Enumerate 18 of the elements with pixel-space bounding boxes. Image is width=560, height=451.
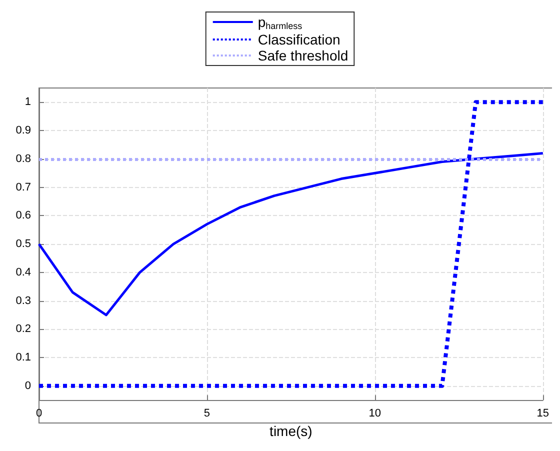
y-tick-label: 0.9: [16, 124, 31, 137]
y-tick-label: 0.4: [16, 266, 31, 278]
legend-label: Safe threshold: [258, 48, 348, 64]
x-tick-label: 10: [368, 408, 382, 420]
y-tick-label: 0.6: [16, 210, 31, 222]
x-tick-label: 0: [36, 408, 42, 420]
y-tick-label: 0.3: [16, 294, 31, 307]
y-tick-label: 0.1: [16, 352, 31, 364]
y-tick-label: 0.5: [16, 238, 31, 250]
x-axis-title: time(s): [270, 423, 312, 439]
y-tick-label: 0.8: [16, 152, 31, 165]
y-tick-label: 0.2: [16, 323, 31, 336]
x-tick-label: 5: [204, 408, 210, 420]
y-tick-label: 0.7: [16, 181, 31, 194]
y-tick-label: 0: [24, 380, 31, 392]
x-tick-label: 15: [536, 408, 550, 420]
legend-label: Classification: [258, 32, 340, 48]
y-tick-label: 1: [24, 96, 31, 108]
